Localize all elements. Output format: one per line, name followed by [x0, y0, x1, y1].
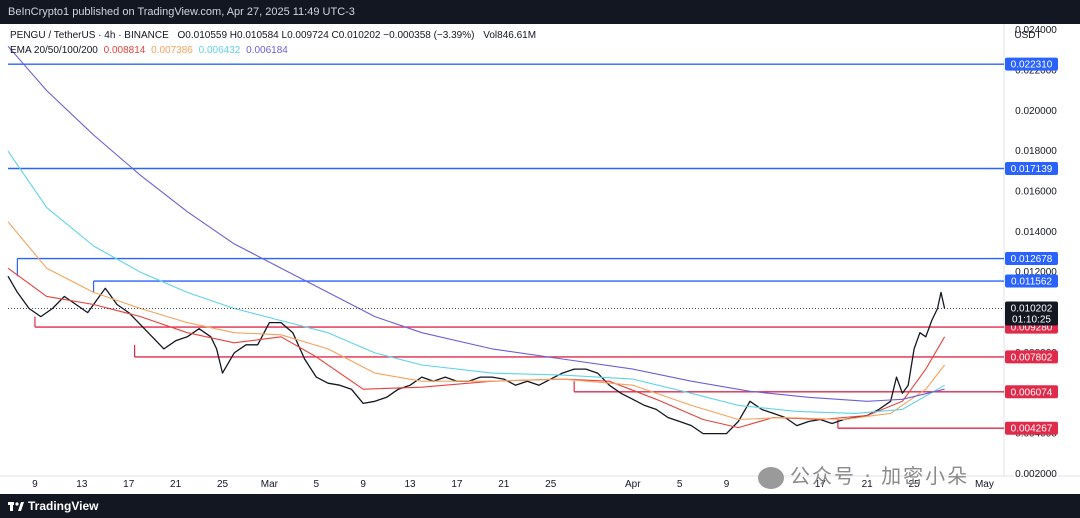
- ema50-value: 0.007386: [151, 45, 193, 56]
- resistance-level-badge: [1005, 274, 1058, 288]
- x-tick-label: 21: [498, 479, 510, 490]
- resistance-level-badge: [1005, 252, 1058, 266]
- x-tick-label: 17: [815, 479, 827, 490]
- published-text: BeInCrypto1 published on TradingView.com…: [8, 6, 355, 18]
- x-tick-label: 13: [76, 479, 88, 490]
- x-tick-label: 9: [724, 479, 730, 490]
- x-tick-label: 5: [677, 479, 683, 490]
- countdown-label: 01:10:25: [1012, 314, 1051, 325]
- resistance-level-badge: [1005, 57, 1058, 71]
- last-price-badge: [1005, 301, 1058, 326]
- y-tick-label: 0.002000: [1015, 469, 1057, 480]
- price-series-line: [7, 275, 946, 435]
- watermark: 公众号 · 加密小朵: [758, 460, 969, 489]
- ohlc-values: O0.010559 H0.010584 L0.009724 C0.010202 …: [177, 30, 475, 41]
- support-level-badge: [1005, 350, 1058, 364]
- x-tick-label: 9: [32, 479, 38, 490]
- x-tick-label: 5: [313, 479, 319, 490]
- support-level-label: 0.006074: [1011, 387, 1053, 398]
- chart-panel[interactable]: USDT 0.024000 0.022000 0.020000 0.018000 0.01…: [0, 24, 1080, 494]
- y-tick-label: 0.012000: [1015, 267, 1057, 278]
- y-tick-label: 0.022000: [1015, 65, 1057, 76]
- volume-value: Vol846.61M: [483, 30, 537, 41]
- x-tick-label: 17: [451, 479, 463, 490]
- x-tick-label: 13: [404, 479, 416, 490]
- watermark-text: 公众号 · 加密小朵: [790, 464, 970, 488]
- top-bar: BeInCrypto1 published on TradingView.com…: [0, 0, 1080, 24]
- resistance-level-label: 0.011562: [1011, 277, 1052, 288]
- y-axis-unit-label: USDT: [1014, 30, 1041, 41]
- legend-row-ema[interactable]: EMA 20/50/100/200 0.008814 0.007386 0.00…: [10, 43, 536, 58]
- y-tick-label: 0.024000: [1015, 25, 1057, 36]
- tradingview-logo-icon[interactable]: [8, 500, 24, 512]
- resistance-level-badge: [1005, 161, 1058, 175]
- support-level-badge: [1005, 421, 1058, 435]
- resistance-level-label: 0.017139: [1011, 164, 1053, 175]
- x-tick-label: 25: [217, 479, 229, 490]
- x-tick-label: 21: [170, 479, 182, 490]
- x-tick-label: Apr: [625, 479, 641, 490]
- legend-row-symbol: PENGU / TetherUS · 4h · BINANCE O0.01055…: [10, 28, 536, 43]
- ema100-series-line: [7, 150, 945, 414]
- y-tick-label: 0.020000: [1015, 106, 1057, 117]
- x-tick-label: 25: [909, 479, 921, 490]
- ema100-value: 0.006432: [198, 45, 241, 56]
- support-level-label: 0.009280: [1011, 323, 1053, 334]
- y-tick-label: 0.018000: [1015, 146, 1057, 157]
- resistance-level-label: 0.012678: [1011, 254, 1053, 265]
- x-tick-label: 21: [862, 479, 874, 490]
- ema50-series-line: [7, 221, 946, 421]
- tradingview-brand[interactable]: TradingView: [28, 499, 99, 513]
- chart-legend: PENGU / TetherUS · 4h · BINANCE O0.01055…: [10, 28, 536, 58]
- wechat-icon: [758, 466, 784, 489]
- ema-label: EMA 20/50/100/200: [10, 45, 98, 56]
- ema200-series-line: [7, 45, 945, 402]
- support-level-badge: [1005, 385, 1058, 399]
- support-level-label: 0.004267: [1011, 424, 1053, 435]
- last-price-label: 0.010202: [1011, 303, 1053, 314]
- ema200-value: 0.006184: [246, 45, 288, 56]
- resistance-level-label: 0.022310: [1011, 60, 1053, 71]
- ema20-series-line: [7, 267, 946, 429]
- x-tick-label: 17: [123, 479, 135, 490]
- y-tick-label: 0.016000: [1015, 186, 1057, 197]
- footer-bar: TradingView: [0, 494, 1080, 518]
- symbol-label[interactable]: PENGU / TetherUS · 4h · BINANCE: [10, 30, 169, 41]
- support-level-label: 0.007802: [1011, 352, 1053, 363]
- y-tick-label: 0.014000: [1015, 227, 1057, 238]
- ema20-value: 0.008814: [103, 45, 146, 56]
- x-tick-label: 9: [360, 479, 366, 490]
- x-tick-label: 25: [545, 479, 557, 490]
- x-tick-label: Mar: [261, 479, 279, 490]
- x-tick-label: May: [975, 479, 994, 490]
